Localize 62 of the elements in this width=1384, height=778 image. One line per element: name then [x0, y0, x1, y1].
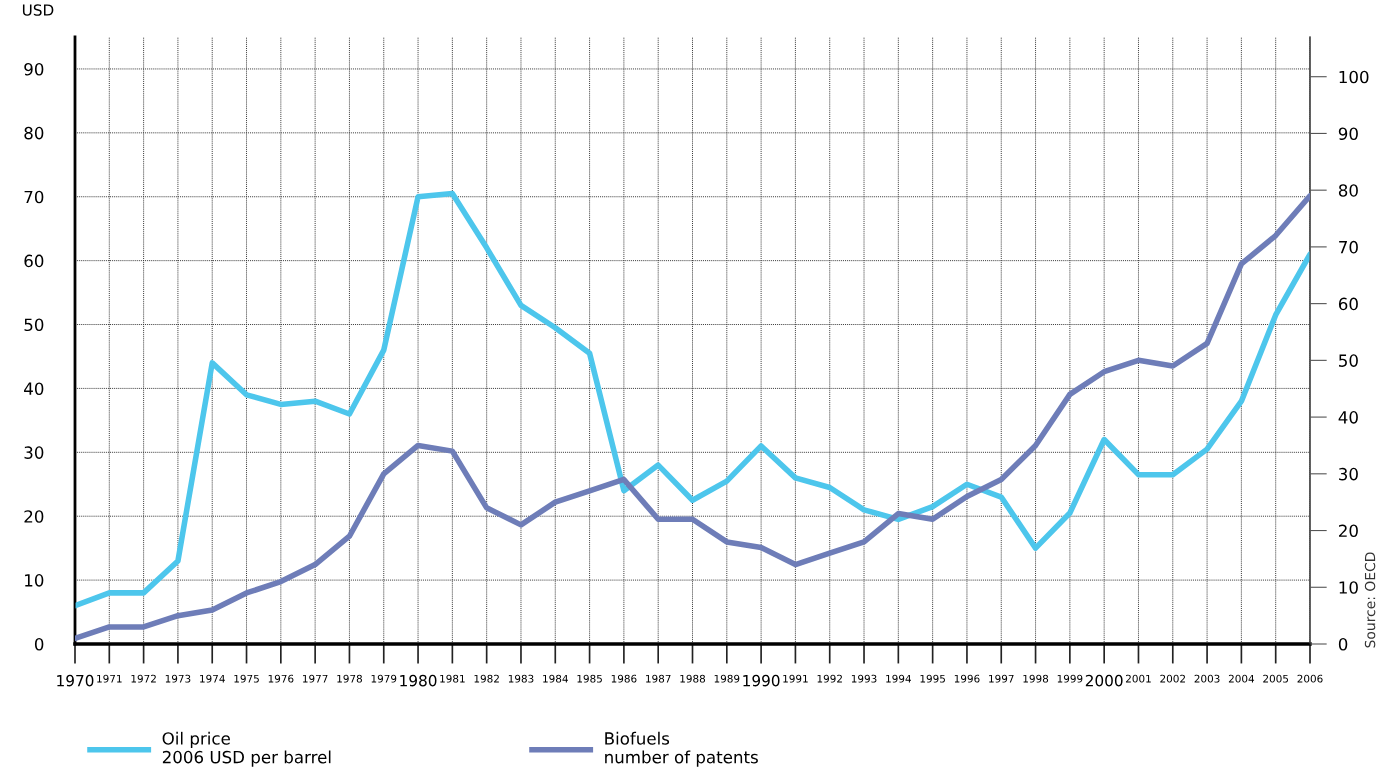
y-tick-label: 70 [24, 190, 44, 204]
x-tick-label: 2004 [1228, 674, 1255, 683]
x-tick-label: 2005 [1263, 674, 1289, 683]
x-tick-label: 1999 [1057, 674, 1083, 683]
x-tick-label: 1996 [954, 674, 980, 683]
y2-tick-label: 90 [1338, 127, 1358, 141]
x-tick-label: 1982 [474, 674, 499, 683]
x-tick-label: 1974 [200, 674, 225, 683]
x-tick-label: 2002 [1160, 674, 1185, 683]
source-note: Source: OECD [1364, 552, 1376, 648]
x-tick-label: 1978 [337, 674, 362, 683]
y-tick-label: 30 [24, 446, 44, 459]
x-tick-label: 1995 [920, 674, 945, 683]
x-tick-label: 1980 [400, 674, 437, 687]
x-tick-label: 1988 [680, 674, 706, 683]
x-tick-label: 1977 [303, 674, 328, 683]
x-tick-label: 1991 [783, 674, 808, 683]
y2-tick-label: 40 [1338, 411, 1358, 424]
y2-tick-label: 10 [1339, 581, 1358, 594]
x-tick-label: 1984 [543, 674, 568, 683]
x-tick-label: 1994 [886, 674, 911, 683]
x-tick-label: 2000 [1085, 674, 1123, 687]
x-tick-label: 1972 [131, 674, 156, 683]
x-tick-label: 1987 [646, 674, 671, 683]
y-tick-label: 20 [24, 510, 44, 523]
x-tick-label: 1981 [440, 674, 465, 683]
y-tick-label: 40 [24, 382, 44, 395]
y2-tick-label: 20 [1339, 524, 1358, 538]
x-tick-label: 1997 [989, 674, 1014, 683]
x-tick-label: 1990 [743, 674, 780, 687]
x-tick-label: 1983 [508, 674, 534, 683]
y-tick-label: 50 [24, 318, 44, 332]
legend-label: Oil price 2006 USD per barrel [162, 731, 331, 767]
y2-tick-label: 30 [1339, 467, 1358, 481]
x-tick-label: 1971 [97, 674, 122, 683]
x-tick-label: 1992 [817, 674, 842, 683]
x-tick-label: 1985 [577, 674, 602, 683]
x-tick-label: 1975 [234, 674, 259, 683]
x-tick-label: 1993 [851, 674, 877, 683]
y2-tick-label: 60 [1338, 297, 1358, 311]
y2-tick-label: 100 [1339, 70, 1369, 84]
y-tick-label: 60 [24, 254, 44, 268]
x-tick-label: 2001 [1125, 674, 1151, 683]
y2-tick-label: 50 [1339, 354, 1358, 367]
y2-tick-label: 70 [1339, 240, 1358, 254]
x-tick-label: 1973 [165, 674, 191, 683]
x-tick-label: 1976 [268, 674, 294, 683]
y-axis-title: USD [22, 4, 54, 16]
y-tick-label: 0 [34, 637, 44, 651]
x-tick-label: 2006 [1297, 674, 1323, 683]
x-tick-label: 2003 [1194, 674, 1220, 683]
legend-label: Biofuels number of patents [605, 731, 758, 767]
y-tick-label: 10 [25, 574, 44, 587]
y2-tick-label: 0 [1338, 637, 1348, 651]
x-tick-label: 1979 [371, 674, 397, 683]
y2-tick-label: 80 [1338, 184, 1358, 197]
x-tick-label: 1989 [714, 674, 740, 683]
x-tick-label: 1970 [57, 674, 94, 687]
x-tick-label: 1998 [1023, 674, 1049, 683]
y-tick-label: 80 [24, 126, 44, 140]
x-tick-label: 1986 [611, 674, 637, 683]
y-tick-label: 90 [24, 62, 44, 76]
